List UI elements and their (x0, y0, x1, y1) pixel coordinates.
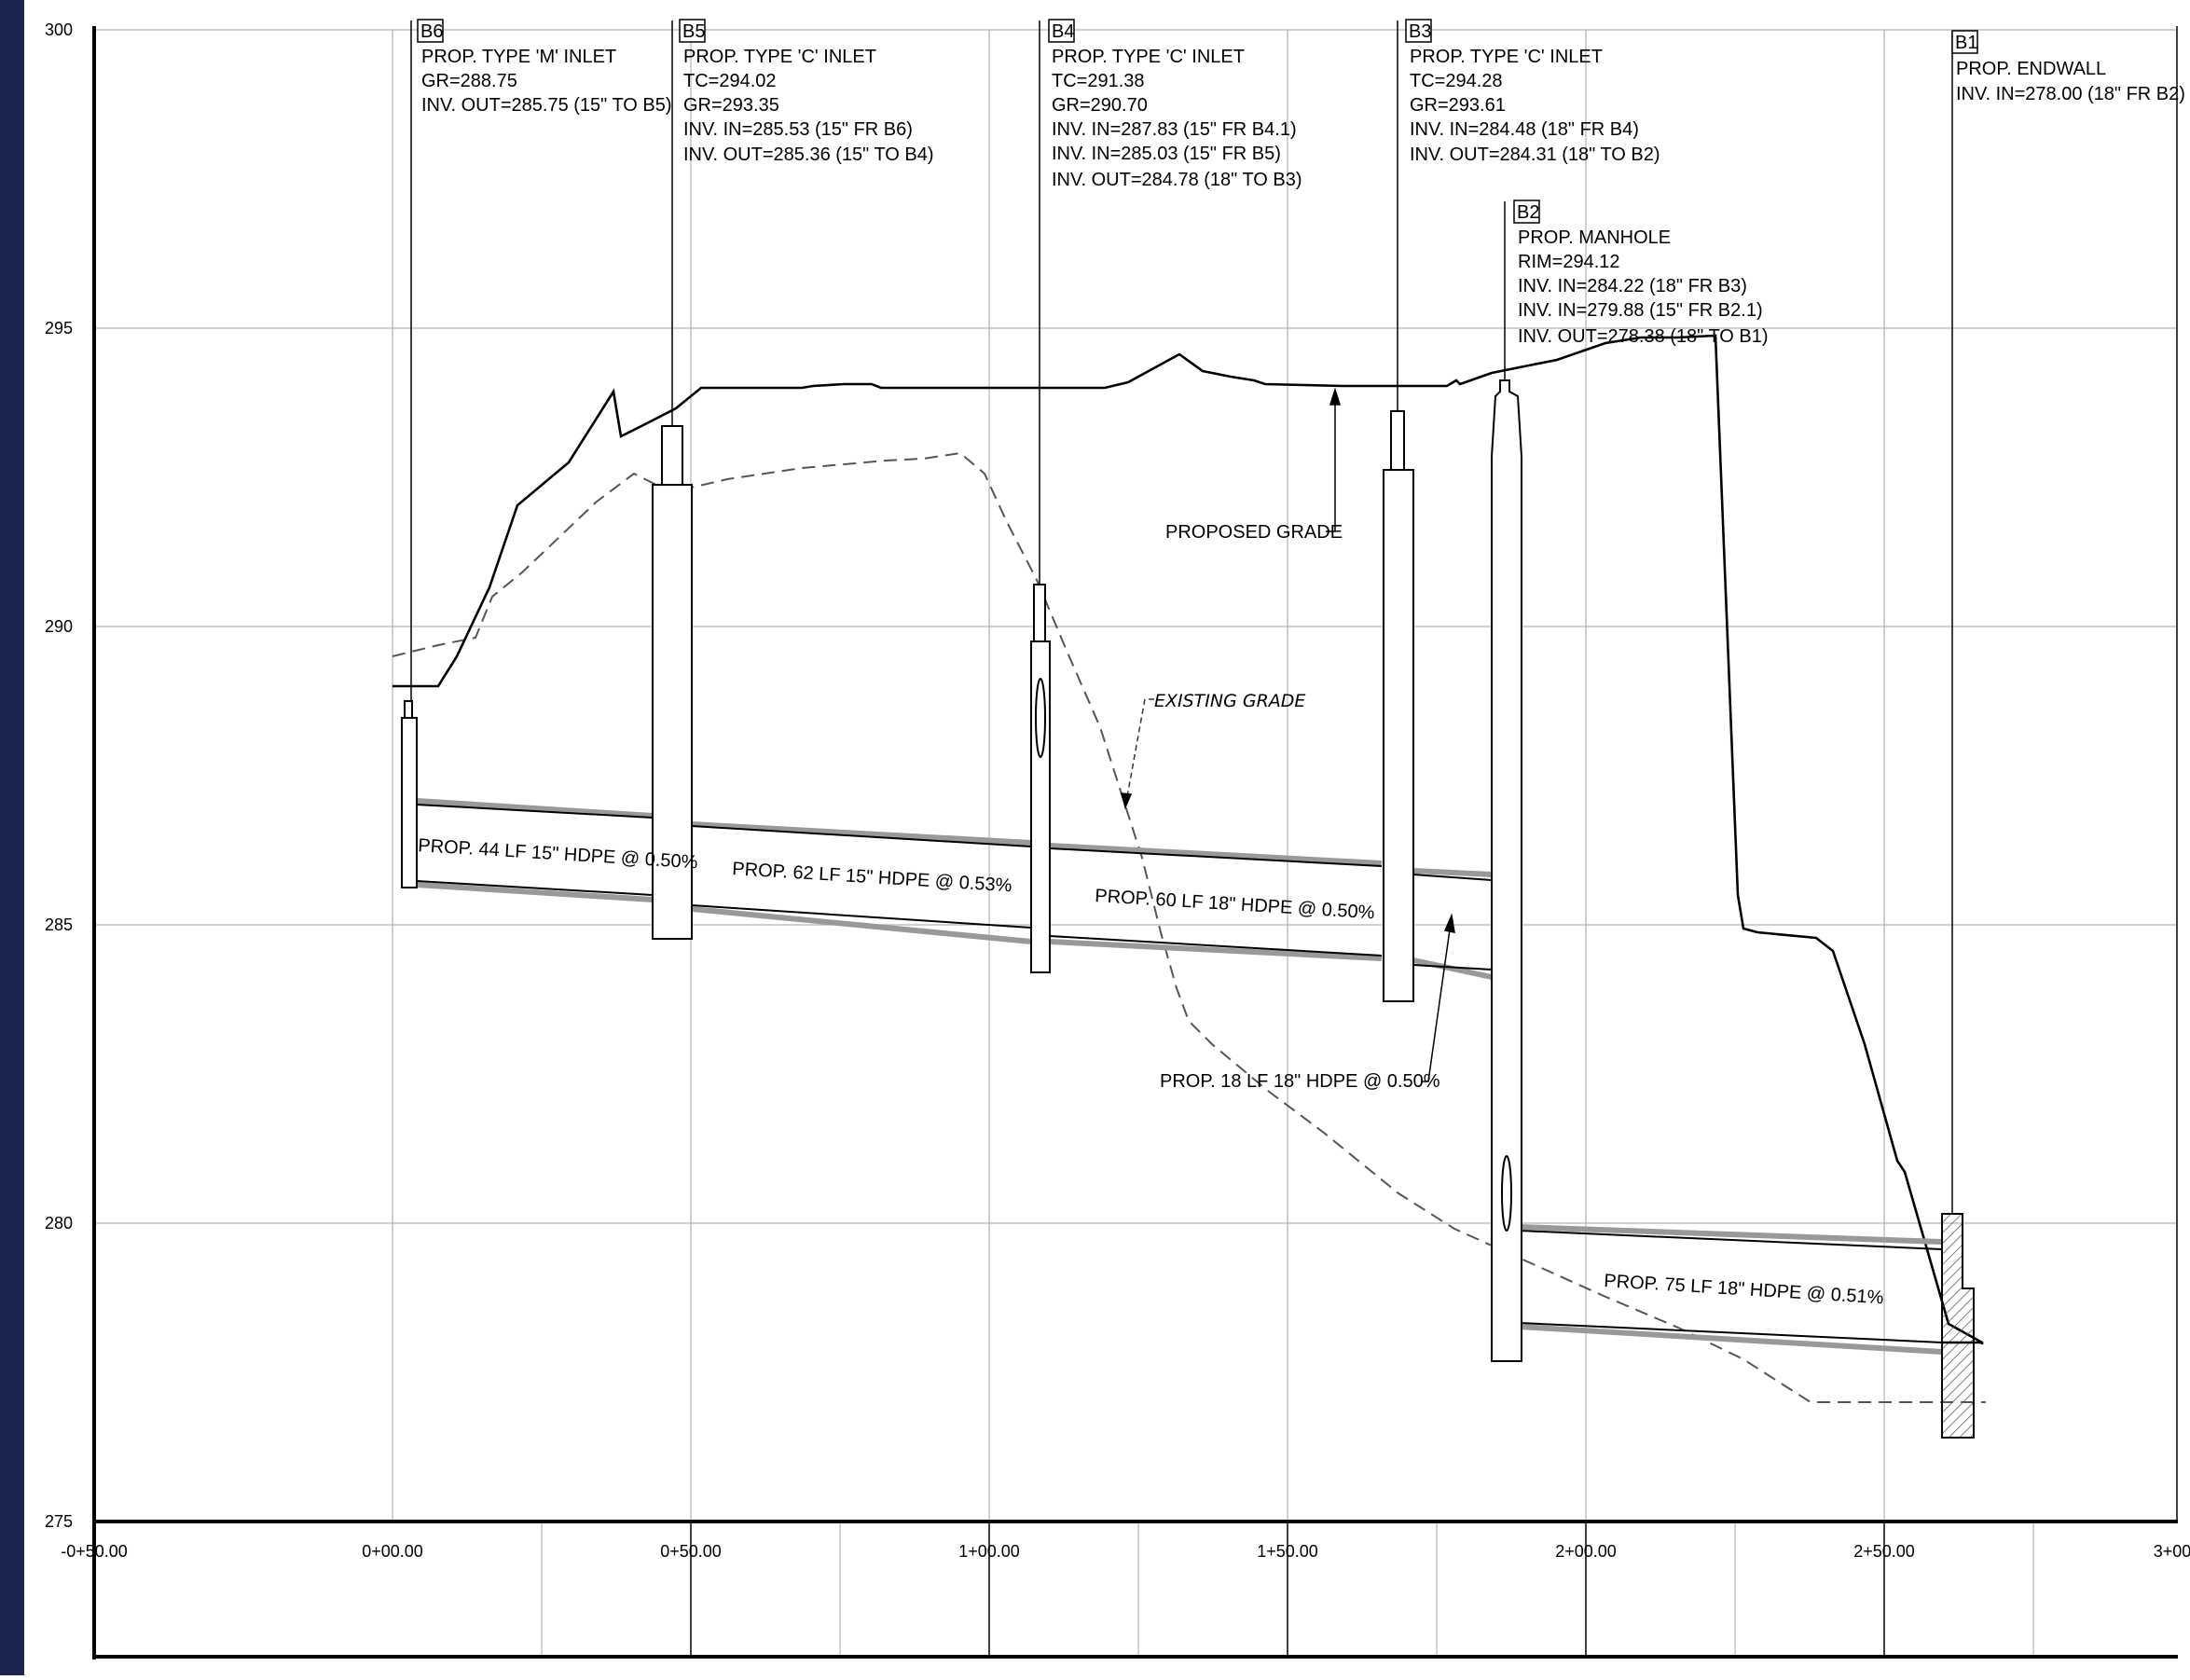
b2-note: INV. IN=279.88 (15" FR B2.1) (1518, 300, 1763, 321)
tag-b5: B5 (682, 21, 705, 42)
leader-lines (410, 21, 1953, 1214)
b4-note: INV. IN=287.83 (15" FR B4.1) (1052, 119, 1297, 140)
x-tick-label: 2+50.00 (1853, 1542, 1915, 1561)
b5-note: INV. OUT=285.36 (15" TO B4) (683, 145, 934, 165)
proposed-grade-line (393, 334, 1984, 1344)
b5-note: GR=293.35 (683, 95, 779, 116)
x-tick-label: 0+50.00 (660, 1542, 722, 1561)
structure-b3 (1383, 410, 1414, 1002)
structures (401, 379, 1982, 1439)
b3-note: GR=293.61 (1410, 95, 1506, 116)
b4-note: INV. OUT=284.78 (18" TO B3) (1052, 170, 1302, 190)
b2-note: RIM=294.12 (1518, 252, 1620, 272)
b5-note: PROP. TYPE 'C' INLET (683, 47, 876, 67)
pipe-b5-b4 (691, 821, 1032, 944)
existing-grade-label: EXISTING GRADE (1154, 691, 1305, 711)
y-tick-label: 285 (45, 916, 73, 934)
pipe-b3-b2 (1412, 868, 1493, 980)
y-axis-labels: 300 295 290 285 280 275 (45, 21, 73, 1531)
x-tick-label: 0+00.00 (362, 1542, 423, 1561)
annotation-leaders (1120, 387, 1455, 1082)
tag-b1: B1 (1955, 33, 1977, 53)
b3-note: INV. OUT=284.31 (18" TO B2) (1410, 145, 1660, 165)
pipe-label-p3: PROP. 60 LF 18" HDPE @ 0.50% (1095, 886, 1376, 923)
structure-b2 (1491, 379, 1522, 1362)
x-axis-labels: -0+50.00 0+00.00 0+50.00 1+00.00 1+50.00… (61, 1542, 2190, 1561)
x-tick-label: 2+00.00 (1555, 1542, 1617, 1561)
structure-b6 (401, 700, 418, 888)
structure-notes: PROP. TYPE 'M' INLET GR=288.75 INV. OUT=… (421, 47, 2185, 347)
b5-note: INV. IN=285.53 (15" FR B6) (683, 119, 913, 140)
b2-note: INV. IN=284.22 (18" FR B3) (1518, 276, 1747, 296)
y-tick-label: 300 (45, 21, 73, 39)
b6-note: INV. OUT=285.75 (15" TO B5) (421, 95, 672, 116)
x-tick-label: 1+00.00 (958, 1542, 1020, 1561)
left-border (0, 0, 24, 1675)
pipe-label-p5: PROP. 75 LF 18" HDPE @ 0.51% (1604, 1271, 1885, 1308)
b5-note: TC=294.02 (683, 71, 777, 91)
y-tick-label: 290 (45, 617, 73, 636)
b4-note: PROP. TYPE 'C' INLET (1052, 47, 1245, 67)
structure-b1 (1941, 1213, 1982, 1439)
pipe-b4-b3 (1049, 843, 1383, 961)
grid (94, 29, 2176, 1657)
pipe-b2-b1 (1519, 1224, 1943, 1355)
b1-note: PROP. ENDWALL (1956, 59, 2106, 79)
x-tick-label: 1+50.00 (1257, 1542, 1318, 1561)
b6-note: PROP. TYPE 'M' INLET (421, 47, 616, 67)
structure-b5 (652, 425, 693, 940)
existing-grade-line (392, 451, 1986, 1403)
pipe-label-p4: PROP. 18 LF 18" HDPE @ 0.50% (1160, 1071, 1440, 1092)
structure-tags: B6 B5 B4 B3 B2 B1 (417, 19, 1978, 224)
tag-b6: B6 (420, 21, 443, 42)
y-tick-label: 295 (45, 319, 73, 337)
structure-b4 (1030, 584, 1051, 973)
grade-annotations: PROPOSED GRADE EXISTING GRADE (1154, 522, 1343, 711)
frame (92, 26, 2178, 1659)
tag-b2: B2 (1517, 202, 1539, 223)
b4-note: INV. IN=285.03 (15" FR B5) (1052, 144, 1281, 164)
b3-note: PROP. TYPE 'C' INLET (1410, 47, 1603, 67)
b3-note: INV. IN=284.48 (18" FR B4) (1410, 119, 1639, 140)
b4-note: GR=290.70 (1052, 95, 1148, 116)
proposed-grade-label: PROPOSED GRADE (1165, 522, 1343, 543)
b1-note: INV. IN=278.00 (18" FR B2) (1956, 84, 2185, 104)
b2-note: INV. OUT=278.38 (18" TO B1) (1518, 326, 1769, 347)
tag-b4: B4 (1052, 21, 1074, 42)
x-tick-label: -0+50.00 (61, 1542, 128, 1561)
b3-note: TC=294.28 (1410, 71, 1503, 91)
pipe-label-p2: PROP. 62 LF 15" HDPE @ 0.53% (732, 859, 1013, 896)
x-tick-label: 3+00 (2154, 1542, 2190, 1561)
b6-note: GR=288.75 (421, 71, 517, 91)
pipes (416, 798, 1943, 1355)
tag-b3: B3 (1409, 21, 1431, 42)
y-tick-label: 275 (45, 1512, 73, 1531)
b4-note: TC=291.38 (1052, 71, 1145, 91)
pipe-b6-b5 (416, 798, 654, 902)
y-tick-label: 280 (45, 1214, 73, 1232)
b2-note: PROP. MANHOLE (1518, 227, 1671, 248)
